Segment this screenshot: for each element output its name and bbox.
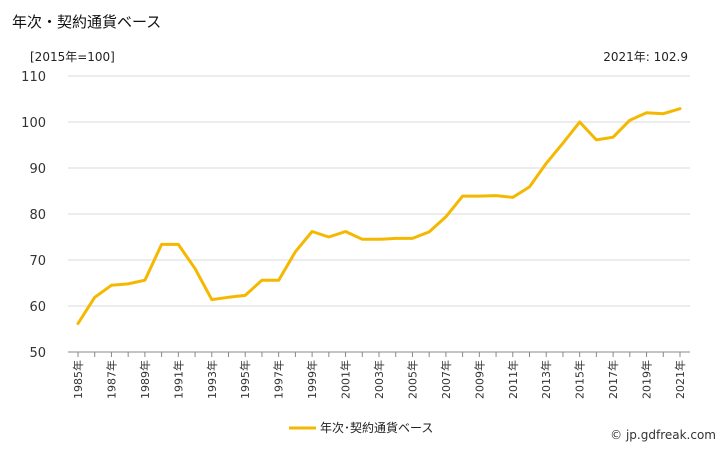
x-tick-label: 2017年 (606, 360, 620, 399)
y-tick-label: 100 (21, 116, 46, 131)
y-tick-label: 80 (29, 208, 46, 223)
y-tick-label: 90 (29, 162, 46, 177)
x-tick-label: 2001年 (339, 360, 353, 399)
legend-label: 年次･契約通貨ベース (320, 420, 433, 435)
unit-label: [2015年=100] (30, 50, 115, 64)
series-layer (76, 107, 682, 325)
x-tick-label: 1995年 (238, 360, 252, 399)
x-tick-label: 1999年 (305, 360, 319, 399)
x-tick-label: 2021年 (673, 360, 687, 399)
x-tick-label: 2011年 (506, 360, 520, 399)
y-tick-label: 50 (29, 346, 46, 361)
x-tick-label: 2005年 (405, 360, 419, 399)
series-line (76, 107, 682, 325)
x-tick-label: 1997年 (272, 360, 286, 399)
x-tick-label: 1989年 (138, 360, 152, 399)
x-tick-label: 2009年 (472, 360, 486, 399)
x-tick-label: 1987年 (104, 360, 118, 399)
x-tick-label: 2007年 (439, 360, 453, 399)
y-tick-label: 110 (21, 70, 46, 85)
source-credit: © jp.gdfreak.com (610, 428, 716, 442)
gridlines (68, 75, 690, 307)
x-tick-label: 2013年 (539, 360, 553, 399)
chart-title: 年次・契約通貨ベース (12, 13, 162, 31)
y-tick-label: 70 (29, 254, 46, 269)
x-tick-label: 2015年 (573, 360, 587, 399)
x-axis: 1985年 1987年 1989年 1991年 1993年 1995年 1997年 1999年… (68, 351, 690, 399)
x-tick-label: 1985年 (71, 360, 85, 399)
latest-value-label: 2021年: 102.9 (603, 50, 688, 64)
x-tick-label: 2019年 (640, 360, 654, 399)
x-tick-label: 1993年 (205, 360, 219, 399)
y-tick-label: 60 (29, 300, 46, 315)
y-axis: 50 60 70 80 90 100 110 (21, 70, 46, 361)
legend: 年次･契約通貨ベース (289, 420, 433, 435)
x-tick-label: 2003年 (372, 360, 386, 399)
x-tick-label: 1991年 (171, 360, 185, 399)
